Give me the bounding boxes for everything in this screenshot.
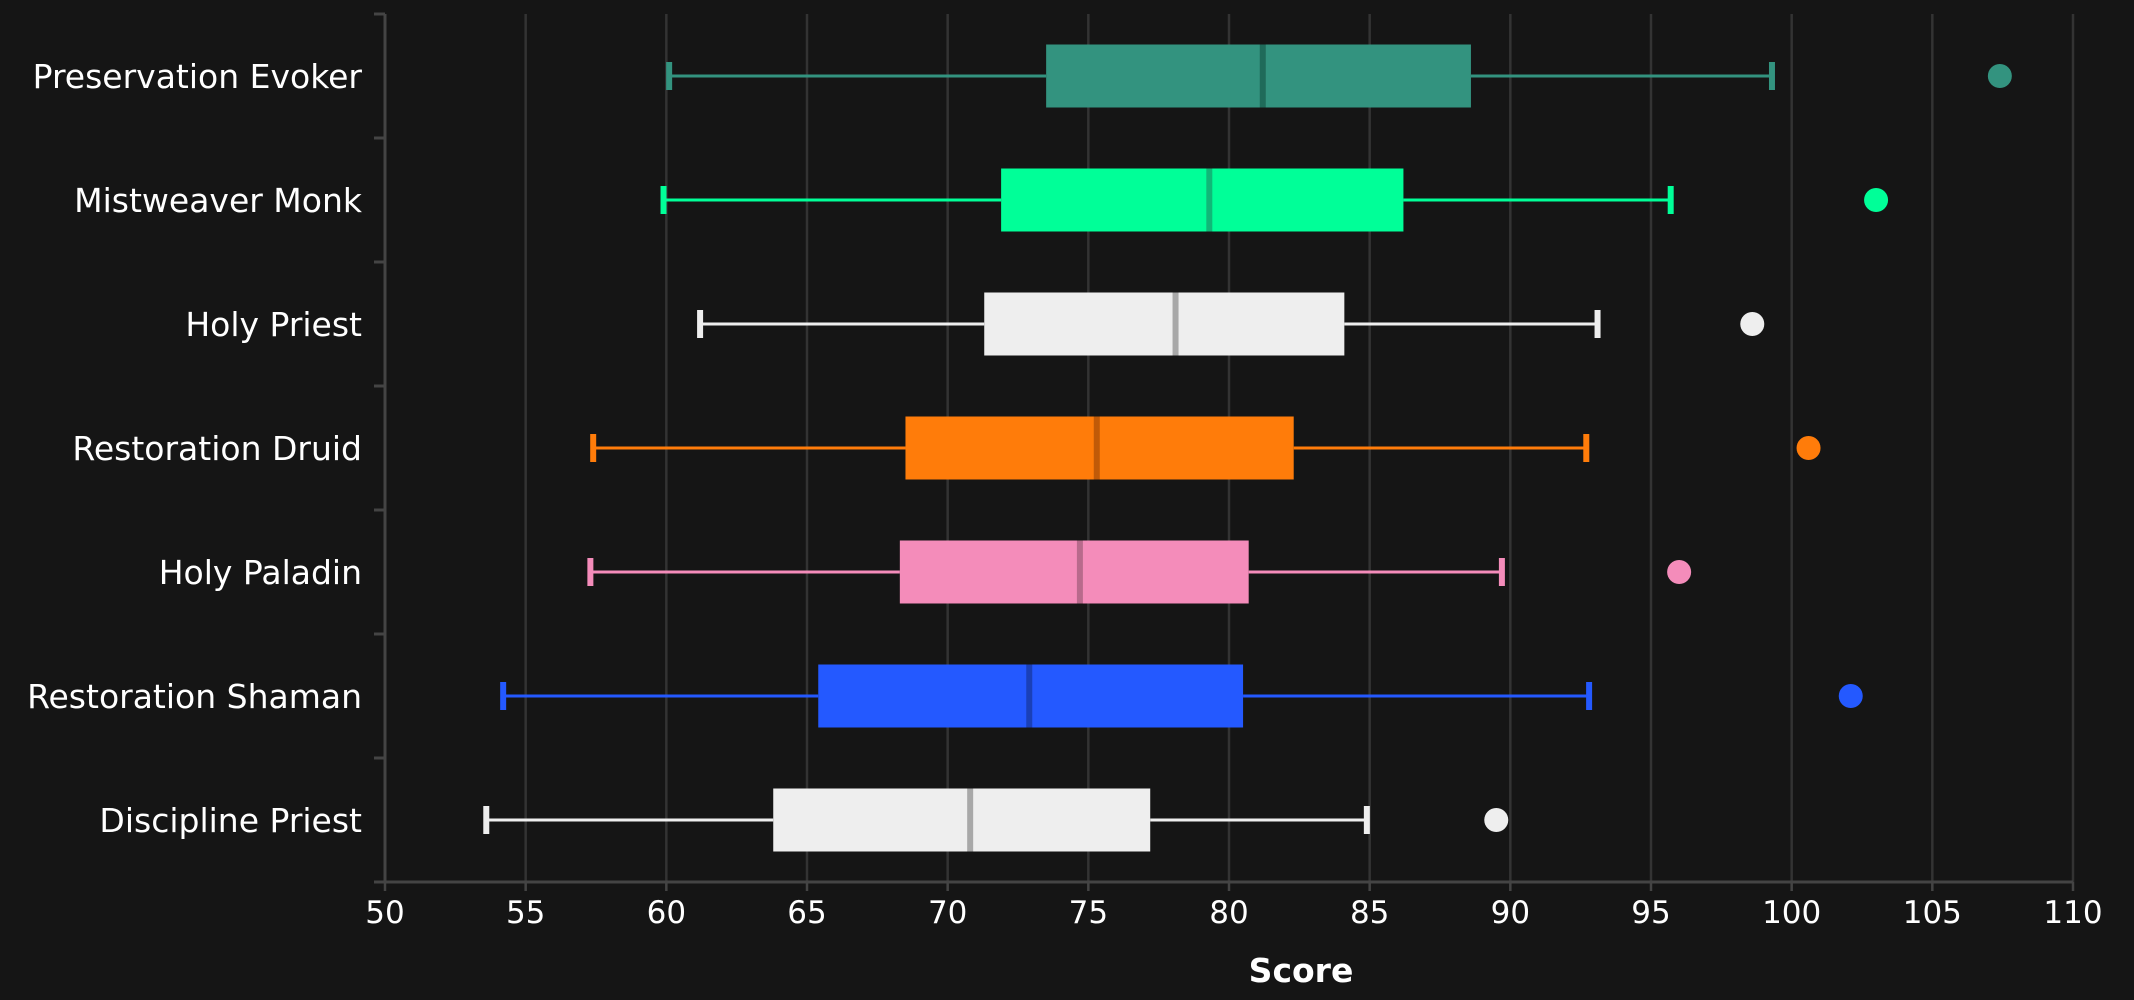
outlier-point [1740,312,1765,336]
iqr-box [1001,168,1404,232]
x-tick-label: 75 [1069,895,1108,931]
axes: 50 55 60 65 70 75 80 85 90 95 100 105 110 [365,12,2103,931]
category-label: Holy Paladin [159,553,362,592]
category-label: Preservation Evoker [33,57,363,96]
x-tick-label: 60 [647,895,686,931]
x-tick-label: 95 [1631,895,1670,931]
iqr-box [773,788,1151,852]
x-tick-label: 100 [1762,895,1821,931]
x-tick-label: 70 [928,895,967,931]
x-axis-label: Score [1249,951,1354,990]
category-label: Holy Priest [185,305,362,344]
x-tick-label: 65 [787,895,826,931]
boxes [483,44,2012,852]
x-tick-label: 85 [1350,895,1389,931]
category-label: Restoration Druid [72,429,362,468]
category-label: Discipline Priest [99,801,362,840]
iqr-box [899,540,1249,604]
x-tick-label: 105 [1903,895,1962,931]
outlier-point [1864,188,1889,212]
iqr-box [1046,44,1471,108]
x-tick-label: 50 [365,895,404,931]
category-label: Restoration Shaman [27,677,362,716]
outlier-point [1796,436,1821,460]
outlier-point [1484,808,1509,832]
iqr-box [984,292,1345,356]
outlier-point [1987,64,2012,88]
x-tick-label: 80 [1209,895,1248,931]
x-tick-label: 90 [1491,895,1530,931]
category-label: Mistweaver Monk [74,181,363,220]
category-labels: Preservation Evoker Mistweaver Monk Holy P… [27,57,363,840]
x-tick-label: 55 [506,895,545,931]
outlier-point [1838,684,1863,708]
outlier-point [1667,560,1692,584]
x-tick-label: 110 [2043,895,2102,931]
